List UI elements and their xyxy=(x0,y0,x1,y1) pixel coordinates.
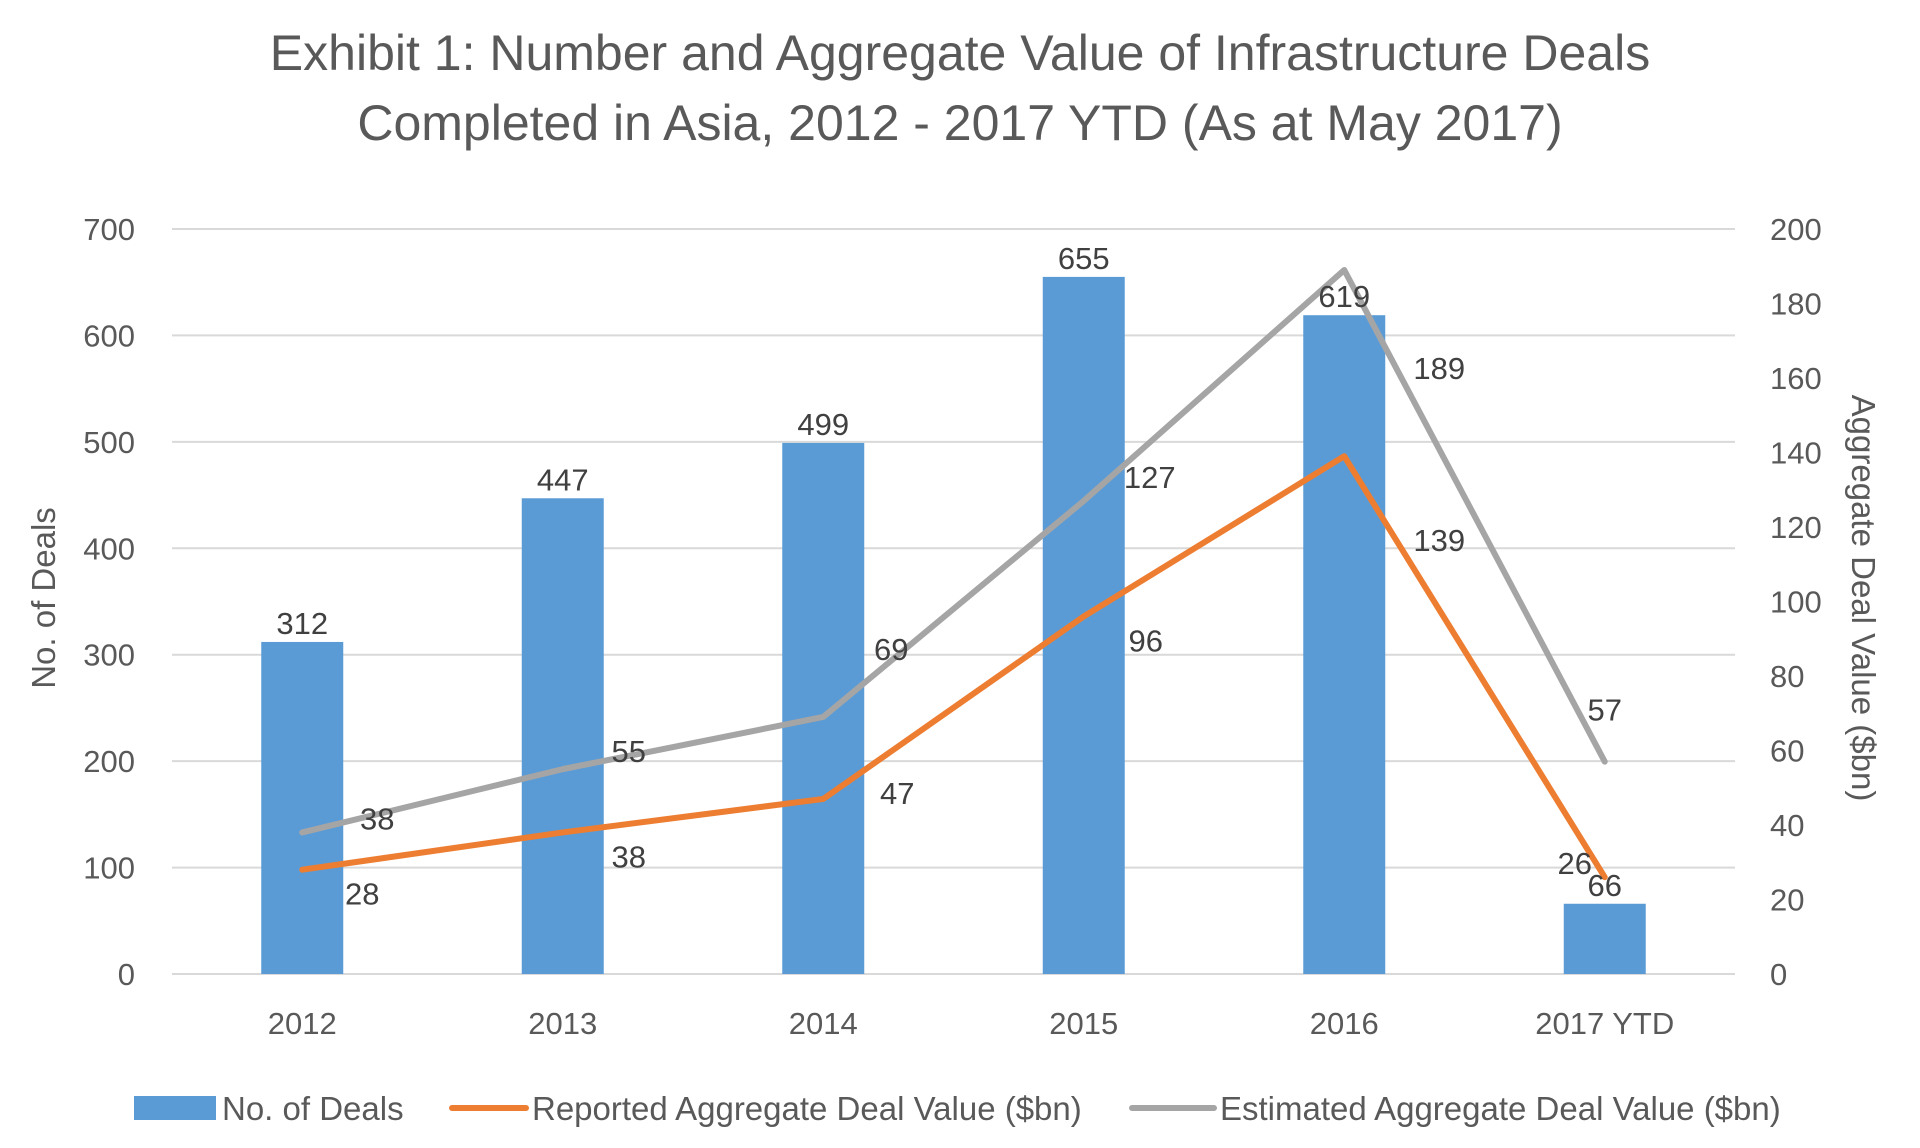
x-tick-label: 2013 xyxy=(528,1006,597,1041)
bar-data-label: 619 xyxy=(1318,279,1370,314)
reported-data-label: 38 xyxy=(612,839,646,874)
y2-tick-label: 40 xyxy=(1770,808,1804,843)
y2-tick-label: 180 xyxy=(1770,287,1822,322)
bar xyxy=(1563,903,1646,974)
estimated-data-label: 57 xyxy=(1588,693,1622,728)
estimated-value-line-point xyxy=(822,716,824,718)
x-tick-label: 2014 xyxy=(789,1006,858,1041)
y-tick-label: 600 xyxy=(83,318,135,353)
y2-tick-label: 100 xyxy=(1770,585,1822,620)
chart-title: Exhibit 1: Number and Aggregate Value of… xyxy=(270,25,1650,151)
reported-value-line-point xyxy=(1604,876,1606,878)
y-tick-label: 300 xyxy=(83,638,135,673)
estimated-value-line xyxy=(299,266,1608,836)
x-tick-label: 2012 xyxy=(268,1006,337,1041)
reported-value-line-point xyxy=(1083,615,1085,617)
bar-data-label: 312 xyxy=(276,606,328,641)
x-tick-label: 2015 xyxy=(1049,1006,1118,1041)
data-labels: 312 447 499 655 619 66 38 55 69 127 189 57 28 38 47 96 1… xyxy=(276,241,1622,912)
y-tick-label: 500 xyxy=(83,425,135,460)
chart-title-line-2: Completed in Asia, 2012 - 2017 YTD (As a… xyxy=(357,95,1562,151)
reported-data-label: 96 xyxy=(1129,623,1163,658)
gridlines xyxy=(172,228,1735,975)
reported-data-label: 47 xyxy=(880,776,914,811)
estimated-value-line-point xyxy=(1343,269,1345,271)
y2-tick-label: 20 xyxy=(1770,883,1804,918)
estimated-data-label: 127 xyxy=(1124,460,1176,495)
bar xyxy=(1303,315,1386,974)
legend-label: No. of Deals xyxy=(222,1090,404,1127)
chart-title-line-1: Exhibit 1: Number and Aggregate Value of… xyxy=(270,25,1650,81)
y-axis-title: No. of Deals xyxy=(25,507,62,689)
reported-value-line-point xyxy=(822,798,824,800)
y2-tick-label: 120 xyxy=(1770,510,1822,545)
x-tick-label: 2017 YTD xyxy=(1535,1006,1674,1041)
estimated-value-line-point xyxy=(1083,500,1085,502)
estimated-data-label: 69 xyxy=(874,632,908,667)
bar xyxy=(261,641,344,974)
bar xyxy=(521,498,604,974)
y-tick-label: 200 xyxy=(83,744,135,779)
y2-tick-label: 160 xyxy=(1770,361,1822,396)
bar-data-label: 66 xyxy=(1588,868,1622,903)
reported-data-label: 139 xyxy=(1413,523,1465,558)
axes: No. of Deals Aggregate Deal Value ($bn) … xyxy=(25,212,1882,1041)
y2-tick-label: 0 xyxy=(1770,957,1787,992)
estimated-value-line-point xyxy=(562,768,564,770)
bar-series xyxy=(261,276,1646,975)
y-tick-label: 100 xyxy=(83,851,135,886)
y-tick-label: 0 xyxy=(118,957,135,992)
legend: No. of Deals Reported Aggregate Deal Valu… xyxy=(134,1090,1781,1127)
estimated-data-label: 55 xyxy=(612,734,646,769)
y-tick-label: 700 xyxy=(83,212,135,247)
reported-value-line-point xyxy=(562,831,564,833)
bar-data-label: 447 xyxy=(537,462,589,497)
y-tick-label: 400 xyxy=(83,531,135,566)
y2-tick-label: 80 xyxy=(1770,659,1804,694)
line-series xyxy=(299,266,1608,881)
estimated-value-line-point xyxy=(301,831,303,833)
y2-axis-title: Aggregate Deal Value ($bn) xyxy=(1845,395,1882,802)
legend-label: Estimated Aggregate Deal Value ($bn) xyxy=(1220,1090,1781,1127)
x-tick-label: 2016 xyxy=(1310,1006,1379,1041)
y2-tick-label: 140 xyxy=(1770,436,1822,471)
reported-data-label: 28 xyxy=(345,877,379,912)
estimated-value-line-point xyxy=(1604,761,1606,763)
bar-data-label: 499 xyxy=(797,407,849,442)
reported-data-label: 26 xyxy=(1558,846,1592,881)
estimated-data-label: 38 xyxy=(360,801,394,836)
reported-value-line-point xyxy=(1343,455,1345,457)
legend-swatch-bar xyxy=(134,1096,216,1120)
y2-tick-label: 60 xyxy=(1770,734,1804,769)
reported-value-line xyxy=(299,453,1608,881)
bar xyxy=(1042,276,1125,975)
estimated-data-label: 189 xyxy=(1413,351,1465,386)
y2-tick-label: 200 xyxy=(1770,212,1822,247)
reported-value-line-point xyxy=(301,869,303,871)
bar-data-label: 655 xyxy=(1058,241,1110,276)
bar xyxy=(782,442,865,975)
legend-label: Reported Aggregate Deal Value ($bn) xyxy=(532,1090,1082,1127)
